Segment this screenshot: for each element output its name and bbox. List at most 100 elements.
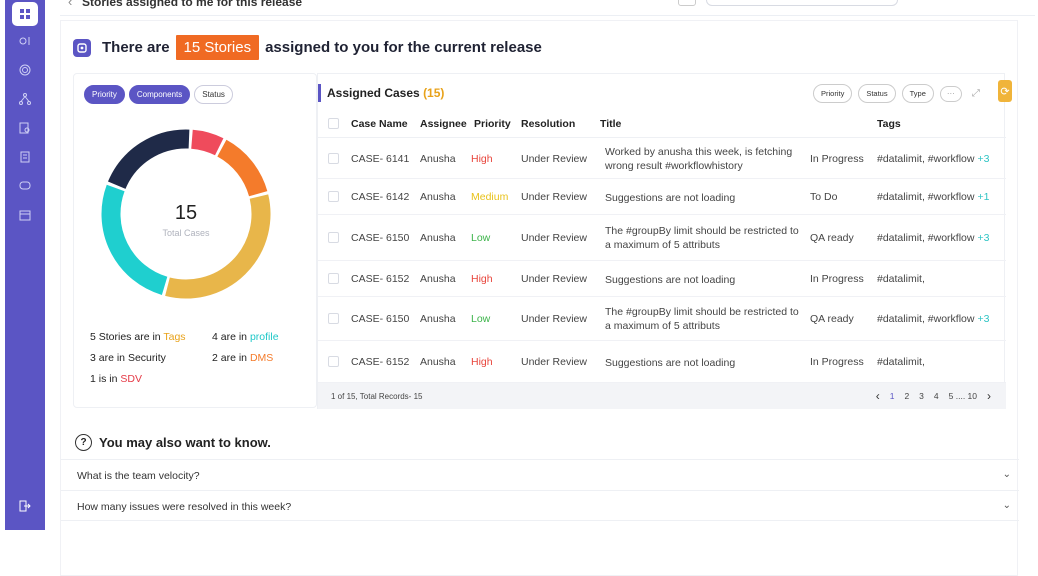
tags: #datalimit, xyxy=(877,273,925,285)
table-row[interactable]: CASE- 6152 Anusha High Under Review Suggesti… xyxy=(318,261,1006,297)
status: In Progress xyxy=(810,273,864,285)
col-title[interactable]: Title xyxy=(600,118,622,130)
chevron-down-icon[interactable]: ⌄ xyxy=(1002,469,1011,480)
page-link[interactable]: 1 xyxy=(889,391,895,401)
case-name[interactable]: CASE- 6152 xyxy=(351,273,410,285)
document-search-icon xyxy=(19,122,30,133)
table-row[interactable]: CASE- 6141 Anusha High Under Review Worked b… xyxy=(318,138,1006,179)
stat-dms: 2 are in DMS xyxy=(212,352,274,364)
sidebar-item-network[interactable] xyxy=(5,84,45,113)
priority-badge: High xyxy=(471,356,493,368)
col-case-name[interactable]: Case Name xyxy=(351,118,408,130)
case-name[interactable]: CASE- 6150 xyxy=(351,232,410,244)
resolution: Under Review xyxy=(521,356,587,368)
col-resolution[interactable]: Resolution xyxy=(521,118,576,130)
row-checkbox[interactable] xyxy=(328,153,339,164)
table-head-row: Case Name Assignee Priority Resolution T… xyxy=(318,110,1006,138)
more-tags-count[interactable]: +3 xyxy=(977,232,990,244)
donut-slice-sdv[interactable] xyxy=(190,129,224,156)
case-name[interactable]: CASE- 6141 xyxy=(351,153,410,165)
refresh-icon: ⟳ xyxy=(1000,85,1010,98)
select-all-checkbox[interactable] xyxy=(328,118,339,129)
more-options-button[interactable]: ··· xyxy=(939,85,962,102)
sidebar-item-reports[interactable] xyxy=(5,113,45,142)
table-row[interactable]: CASE- 6152 Anusha High Under Review Suggesti… xyxy=(318,341,1006,383)
row-checkbox[interactable] xyxy=(328,356,339,367)
page-link[interactable]: 2 xyxy=(904,391,910,401)
filter-status[interactable]: Status xyxy=(858,84,896,103)
stories-count-badge: 15 Stories xyxy=(175,35,260,60)
resolution: Under Review xyxy=(521,232,587,244)
donut-chart: 15 Total Cases xyxy=(101,129,271,299)
tags: #datalimit, #workflow +3 xyxy=(877,153,990,165)
sidebar-item-notes[interactable] xyxy=(5,142,45,171)
search-input[interactable] xyxy=(706,0,898,6)
more-tags-count[interactable]: +3 xyxy=(977,313,990,325)
table-row[interactable]: CASE- 6142 Anusha Medium Under Review Sugges… xyxy=(318,179,1006,215)
table-title: Assigned Cases (15) xyxy=(327,86,445,100)
row-checkbox[interactable] xyxy=(328,313,339,324)
accent-bar xyxy=(318,84,321,102)
page-link[interactable]: 5 .... 10 xyxy=(948,391,977,401)
sidebar-item-dashboard[interactable] xyxy=(12,2,38,26)
donut-label: Total Cases xyxy=(162,228,210,238)
pill-priority[interactable]: Priority xyxy=(84,85,125,104)
case-title: Suggestions are not loading xyxy=(605,192,736,204)
row-checkbox[interactable] xyxy=(328,232,339,243)
status: QA ready xyxy=(810,313,854,325)
filter-type[interactable]: Type xyxy=(901,84,934,103)
page-link[interactable]: 4 xyxy=(933,391,939,401)
next-page-icon[interactable]: › xyxy=(987,389,991,403)
table-header: Assigned Cases (15) Priority Status Type ··… xyxy=(318,84,1006,103)
prev-page-icon[interactable]: ‹ xyxy=(875,389,880,403)
main-panel: There are 15 Stories assigned to you for… xyxy=(60,20,1019,576)
chevron-down-icon[interactable]: ⌄ xyxy=(1002,500,1011,511)
table-row[interactable]: CASE- 6150 Anusha Low Under Review The #grou… xyxy=(318,297,1006,341)
donut-slice-dms[interactable] xyxy=(217,139,268,197)
col-priority[interactable]: Priority xyxy=(474,118,511,130)
faq-item[interactable]: How many issues were resolved in this we… xyxy=(61,490,1019,521)
case-title: Suggestions are not loading xyxy=(605,274,736,286)
notes-icon xyxy=(20,151,30,162)
more-tags-count[interactable]: +3 xyxy=(977,153,990,165)
col-tags[interactable]: Tags xyxy=(877,118,901,130)
bulb-icon xyxy=(19,36,30,45)
pill-components[interactable]: Components xyxy=(128,85,191,104)
donut-slice-profile[interactable] xyxy=(101,184,168,295)
more-tags-count[interactable]: +1 xyxy=(977,191,990,203)
col-assignee[interactable]: Assignee xyxy=(420,118,467,130)
assignee: Anusha xyxy=(420,153,456,165)
tags: #datalimit, xyxy=(877,356,925,368)
network-icon xyxy=(19,92,31,105)
sidebar-item-chat[interactable] xyxy=(5,171,45,200)
donut-slice-tags[interactable] xyxy=(165,194,271,299)
row-checkbox[interactable] xyxy=(328,273,339,284)
logout-button[interactable] xyxy=(5,494,45,518)
toolbar-button[interactable] xyxy=(678,0,696,6)
expand-icon[interactable]: ⤢ xyxy=(971,88,980,99)
table-row[interactable]: CASE- 6150 Anusha Low Under Review The #grou… xyxy=(318,215,1006,261)
page-title: Stories assigned to me for this release xyxy=(82,0,303,9)
faq-item[interactable]: What is the team velocity? ⌄ xyxy=(61,459,1019,490)
row-checkbox[interactable] xyxy=(328,191,339,202)
faq-question: How many issues were resolved in this we… xyxy=(77,501,292,513)
case-name[interactable]: CASE- 6152 xyxy=(351,356,410,368)
filter-priority[interactable]: Priority xyxy=(813,84,853,103)
donut-slice-security[interactable] xyxy=(107,129,190,190)
back-icon[interactable]: ‹ xyxy=(68,0,73,9)
page-link[interactable]: 3 xyxy=(919,391,924,401)
pill-status[interactable]: Status xyxy=(194,85,233,104)
resolution: Under Review xyxy=(521,153,587,165)
priority-badge: Medium xyxy=(471,191,509,203)
stat-profile: 4 are in profile xyxy=(212,331,279,343)
case-name[interactable]: CASE- 6150 xyxy=(351,313,410,325)
sidebar-item-calendar[interactable] xyxy=(5,200,45,229)
sidebar-item-fingerprint[interactable] xyxy=(5,55,45,84)
sidebar-item-insights[interactable] xyxy=(5,26,45,55)
sidebar xyxy=(5,0,45,530)
case-name[interactable]: CASE- 6142 xyxy=(351,191,410,203)
stat-security: 3 are in Security xyxy=(90,352,166,364)
refresh-button[interactable]: ⟳ xyxy=(998,80,1012,102)
resolution: Under Review xyxy=(521,273,587,285)
